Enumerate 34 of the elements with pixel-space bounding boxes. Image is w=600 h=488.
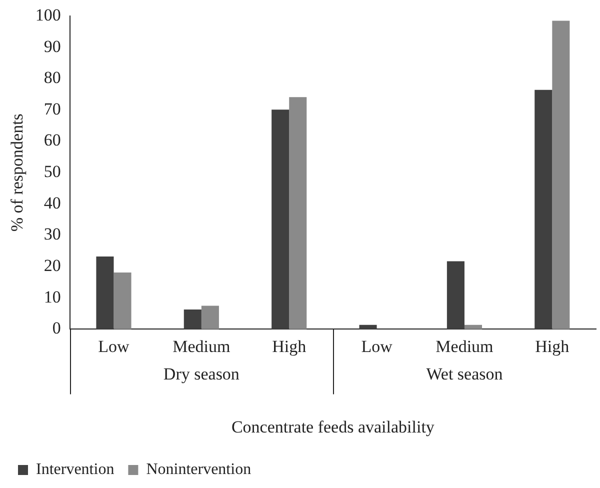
text: Dry season (163, 364, 240, 384)
x-tick-label: Medium (172, 336, 230, 356)
x-tick-label: Low (361, 336, 394, 356)
x-axis-title: Concentrate feeds availability (231, 417, 435, 436)
x-tick-label: High (272, 336, 307, 356)
y-tick-label: 40 (44, 193, 61, 212)
bar (446, 261, 464, 330)
bar (359, 324, 377, 330)
y-tick-label: 50 (44, 162, 61, 182)
bar (114, 272, 132, 330)
y-axis-title: % of respondents (8, 114, 27, 232)
x-tick-label: Medium (436, 336, 494, 356)
y-tick-label: 30 (44, 224, 61, 244)
y-tick-label: 20 (44, 256, 61, 276)
y-tick-label: 70 (44, 99, 61, 118)
bar (184, 309, 202, 330)
bar (201, 306, 219, 330)
x-tick-label: Low (98, 336, 130, 356)
legend-label: Nonintervention (146, 461, 252, 478)
legend-label: Intervention (36, 461, 114, 478)
bar (464, 324, 482, 330)
bar (272, 110, 290, 330)
bar (289, 97, 307, 330)
bar (534, 90, 552, 330)
bar (96, 256, 114, 330)
x-tick-label: High (535, 336, 570, 356)
y-tick-label: 90 (44, 36, 61, 56)
y-tick-label: 10 (44, 287, 61, 306)
bar (552, 20, 570, 330)
y-tick-label: 60 (44, 130, 61, 150)
y-tick-label: 80 (44, 68, 61, 88)
text: Wet season (426, 364, 504, 384)
y-tick-label: 0 (52, 318, 61, 338)
y-tick-label: 100 (35, 5, 61, 24)
